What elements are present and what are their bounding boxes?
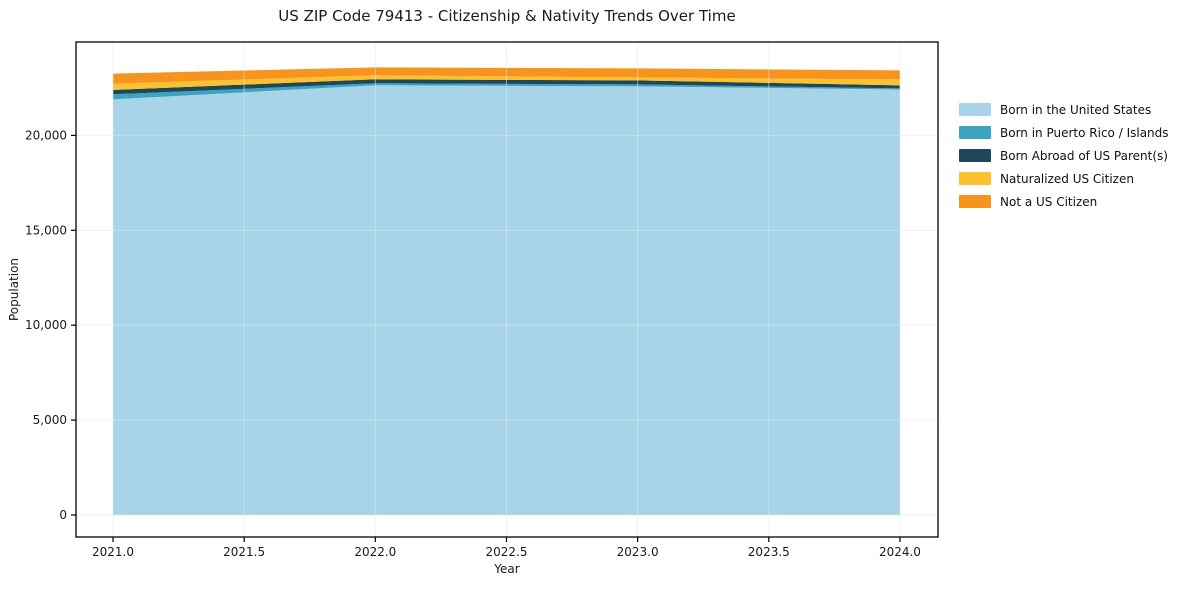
legend-item-not-citizen: Not a US Citizen bbox=[959, 194, 1169, 209]
legend-label: Born Abroad of US Parent(s) bbox=[1000, 148, 1168, 163]
y-tick-label: 0 bbox=[59, 508, 67, 522]
legend-item-born-us: Born in the United States bbox=[959, 102, 1169, 117]
legend-label: Born in the United States bbox=[1000, 102, 1152, 117]
legend-swatch-icon bbox=[959, 126, 991, 139]
y-tick-label: 10,000 bbox=[25, 318, 67, 332]
chart-title: US ZIP Code 79413 - Citizenship & Nativi… bbox=[278, 7, 736, 25]
legend-label: Born in Puerto Rico / Islands bbox=[1000, 125, 1169, 140]
x-tick-label: 2021.5 bbox=[223, 545, 265, 559]
y-tick-label: 15,000 bbox=[25, 223, 67, 237]
x-tick-label: 2023.0 bbox=[617, 545, 659, 559]
x-tick-label: 2023.5 bbox=[748, 545, 790, 559]
legend-item-born-abroad: Born Abroad of US Parent(s) bbox=[959, 148, 1169, 163]
x-tick-label: 2022.5 bbox=[485, 545, 527, 559]
area-series-1 bbox=[112, 83, 900, 100]
x-tick-label: 2022.0 bbox=[354, 545, 396, 559]
legend-label: Naturalized US Citizen bbox=[1000, 171, 1134, 186]
legend-item-naturalized: Naturalized US Citizen bbox=[959, 171, 1169, 186]
area-series-2 bbox=[112, 79, 900, 95]
legend-item-puerto-rico: Born in Puerto Rico / Islands bbox=[959, 125, 1169, 140]
x-tick-label: 2021.0 bbox=[92, 545, 134, 559]
legend-label: Not a US Citizen bbox=[1000, 194, 1098, 209]
area-series-3 bbox=[112, 75, 900, 90]
y-axis-label: Population bbox=[7, 258, 21, 321]
legend-swatch-icon bbox=[959, 172, 991, 185]
legend-swatch-icon bbox=[959, 195, 991, 208]
y-tick-label: 20,000 bbox=[25, 128, 67, 142]
legend-swatch-icon bbox=[959, 149, 991, 162]
legend-swatch-icon bbox=[959, 103, 991, 116]
legend: Born in the United States Born in Puerto… bbox=[959, 103, 1169, 218]
x-tick-label: 2024.0 bbox=[879, 545, 921, 559]
y-tick-label: 5,000 bbox=[33, 413, 67, 427]
x-axis-label: Year bbox=[493, 562, 519, 576]
